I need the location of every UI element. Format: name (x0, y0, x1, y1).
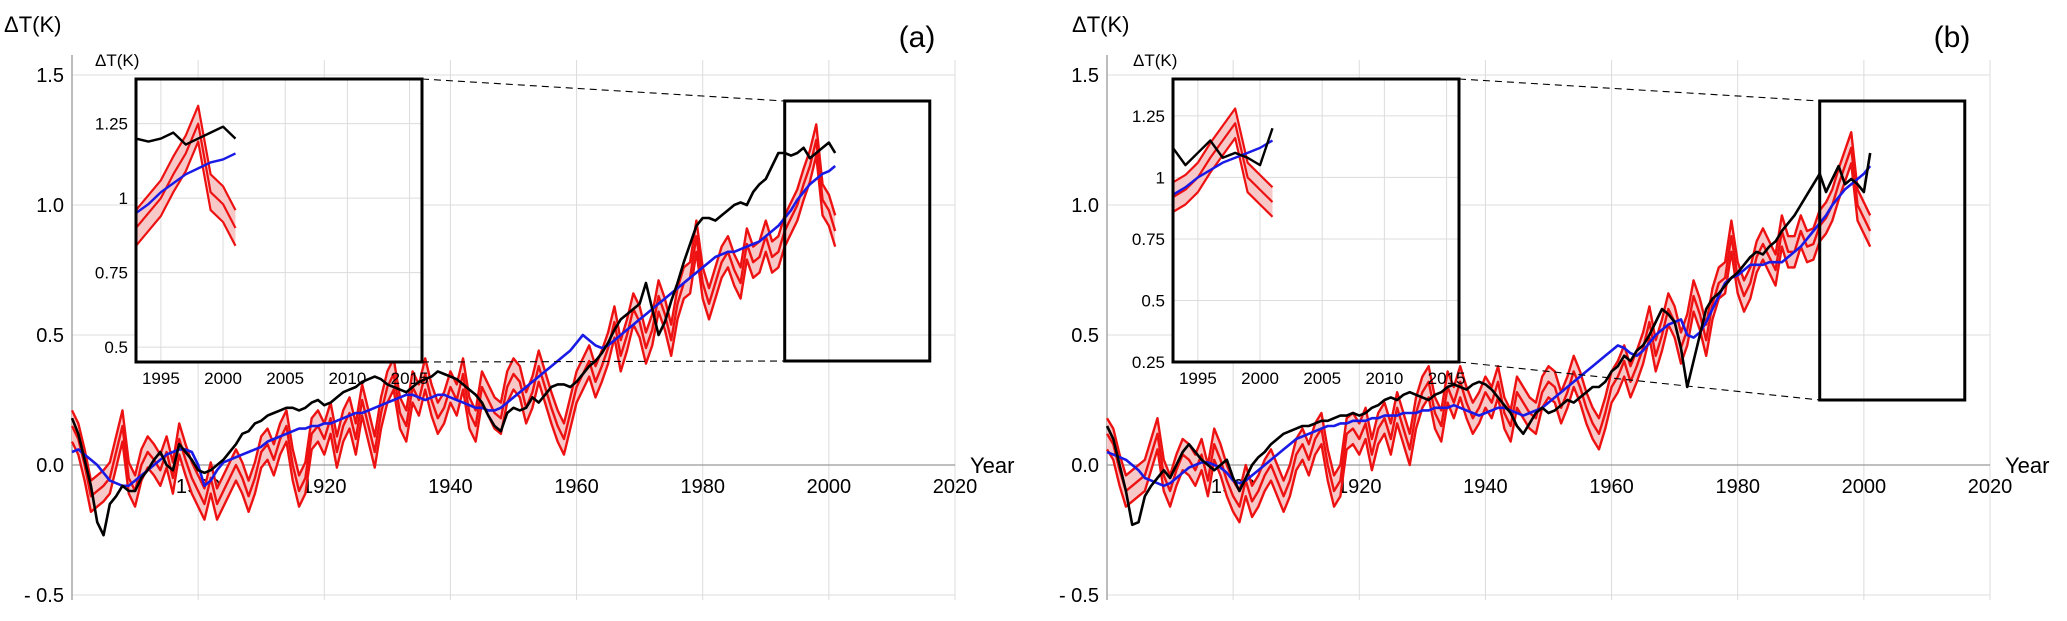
series-model-mean (71, 164, 836, 488)
inset: 0.25 0.5 0.75 1 1.25 1995 2000 2005 2010 2015 ΔT(K… (1132, 51, 1466, 388)
panel-a: - 0.50.00.51.01.519001920194019601980200… (4, 12, 1014, 607)
inset-x-tick-label: 2005 (1303, 369, 1341, 388)
inset-series-observed (1173, 127, 1274, 167)
x-tick-label: 1960 (554, 476, 599, 498)
inset-series-model-center (136, 122, 237, 229)
x-tick-label: 1940 (428, 476, 473, 498)
y-tick-label: 1.5 (36, 65, 64, 87)
inset-x-tick-label: 2015 (391, 369, 429, 388)
inset-data (136, 104, 237, 247)
x-tick-label: 2020 (933, 476, 978, 498)
x-tick-label: 1980 (1715, 476, 1760, 498)
y-tick-label: 0.0 (36, 455, 64, 477)
inset-y-tick-label: 1.25 (95, 115, 128, 134)
y-tick-label: 0.0 (1071, 455, 1099, 477)
inset-x-tick-label: 2015 (1428, 369, 1466, 388)
inset-series-model-mean (136, 152, 236, 215)
panel-b: - 0.50.00.51.01.519001920194019601980200… (1059, 12, 2049, 607)
inset-y-tick-label: 0.75 (1132, 230, 1165, 249)
inset-x-tick-label: 2010 (1365, 369, 1403, 388)
inset-x-tick-label: 2000 (204, 369, 242, 388)
y-tick-label: 0.5 (1071, 325, 1099, 347)
highlight-box (1818, 99, 1967, 402)
inset-frame (134, 77, 424, 364)
inset-x-tick-label: 2000 (1241, 369, 1279, 388)
connector-bottom (1458, 361, 1820, 401)
inset-x-tick-label: 1995 (142, 369, 180, 388)
y-tick-label: 1.5 (1071, 65, 1099, 87)
inset-x-tick-label: 2005 (266, 369, 304, 388)
inset-series-model-upper (136, 104, 237, 211)
panel-label: (a) (899, 21, 936, 54)
inset-uncertainty-band (136, 105, 236, 246)
x-tick-label: 1960 (1589, 476, 1634, 498)
inset-data (1173, 107, 1274, 218)
inset-series-model-lower (1173, 136, 1274, 218)
connector-top (1458, 78, 1820, 102)
y-tick-label: 0.5 (36, 325, 64, 347)
inset-y-tick-label: 0.5 (104, 338, 128, 357)
inset-series-model-upper (1173, 107, 1274, 189)
inset-y-tick-label: 0.5 (1141, 291, 1165, 310)
x-tick-label: 2000 (807, 476, 852, 498)
series-observed (70, 141, 837, 537)
inset-y-axis-title: ΔT(K) (1133, 51, 1177, 70)
inset-series-observed (136, 125, 237, 146)
x-axis-title: Year (970, 453, 1014, 478)
series-model-center (1105, 146, 1872, 508)
inset-y-tick-label: 1 (1156, 168, 1165, 187)
inset-y-tick-label: 0.25 (1132, 353, 1165, 372)
x-tick-label: 1940 (1463, 476, 1508, 498)
inset-background (1173, 79, 1459, 362)
panel-label: (b) (1934, 21, 1971, 54)
series-observed (1105, 152, 1872, 527)
x-tick-label: 1980 (680, 476, 725, 498)
inset-frame (1171, 77, 1461, 364)
inset-y-tick-label: 1.25 (1132, 107, 1165, 126)
y-tick-label: - 0.5 (1059, 585, 1099, 607)
x-tick-label: 2020 (1968, 476, 2013, 498)
inset-x-tick-label: 2010 (328, 369, 366, 388)
y-axis-title: ΔT(K) (1072, 12, 1129, 37)
x-tick-label: 1920 (302, 476, 347, 498)
connector-bottom (421, 360, 785, 363)
highlight-box (783, 99, 932, 363)
y-tick-label: - 0.5 (24, 585, 64, 607)
inset-y-tick-label: 1 (119, 189, 128, 208)
x-tick-label: 1920 (1337, 476, 1382, 498)
y-tick-label: 1.0 (36, 195, 64, 217)
inset-x-tick-label: 1995 (1179, 369, 1217, 388)
series-model-center (70, 138, 837, 506)
inset-series-model-mean (1173, 139, 1274, 196)
connector-top (421, 78, 785, 102)
inset-series-model-center (1173, 122, 1274, 203)
inset: 0.5 0.75 1 1.25 1995 2000 2005 2010 2015 ΔT(K) (95, 51, 429, 388)
y-axis-title: ΔT(K) (4, 12, 61, 37)
inset-series-model-lower (136, 140, 237, 247)
series-model-lower (70, 154, 837, 521)
inset-background (136, 79, 422, 362)
inset-y-tick-label: 0.75 (95, 264, 128, 283)
x-axis-title: Year (2005, 453, 2049, 478)
y-tick-label: 1.0 (1071, 195, 1099, 217)
x-tick-label: 2000 (1842, 476, 1887, 498)
inset-y-axis-title: ΔT(K) (95, 51, 139, 70)
